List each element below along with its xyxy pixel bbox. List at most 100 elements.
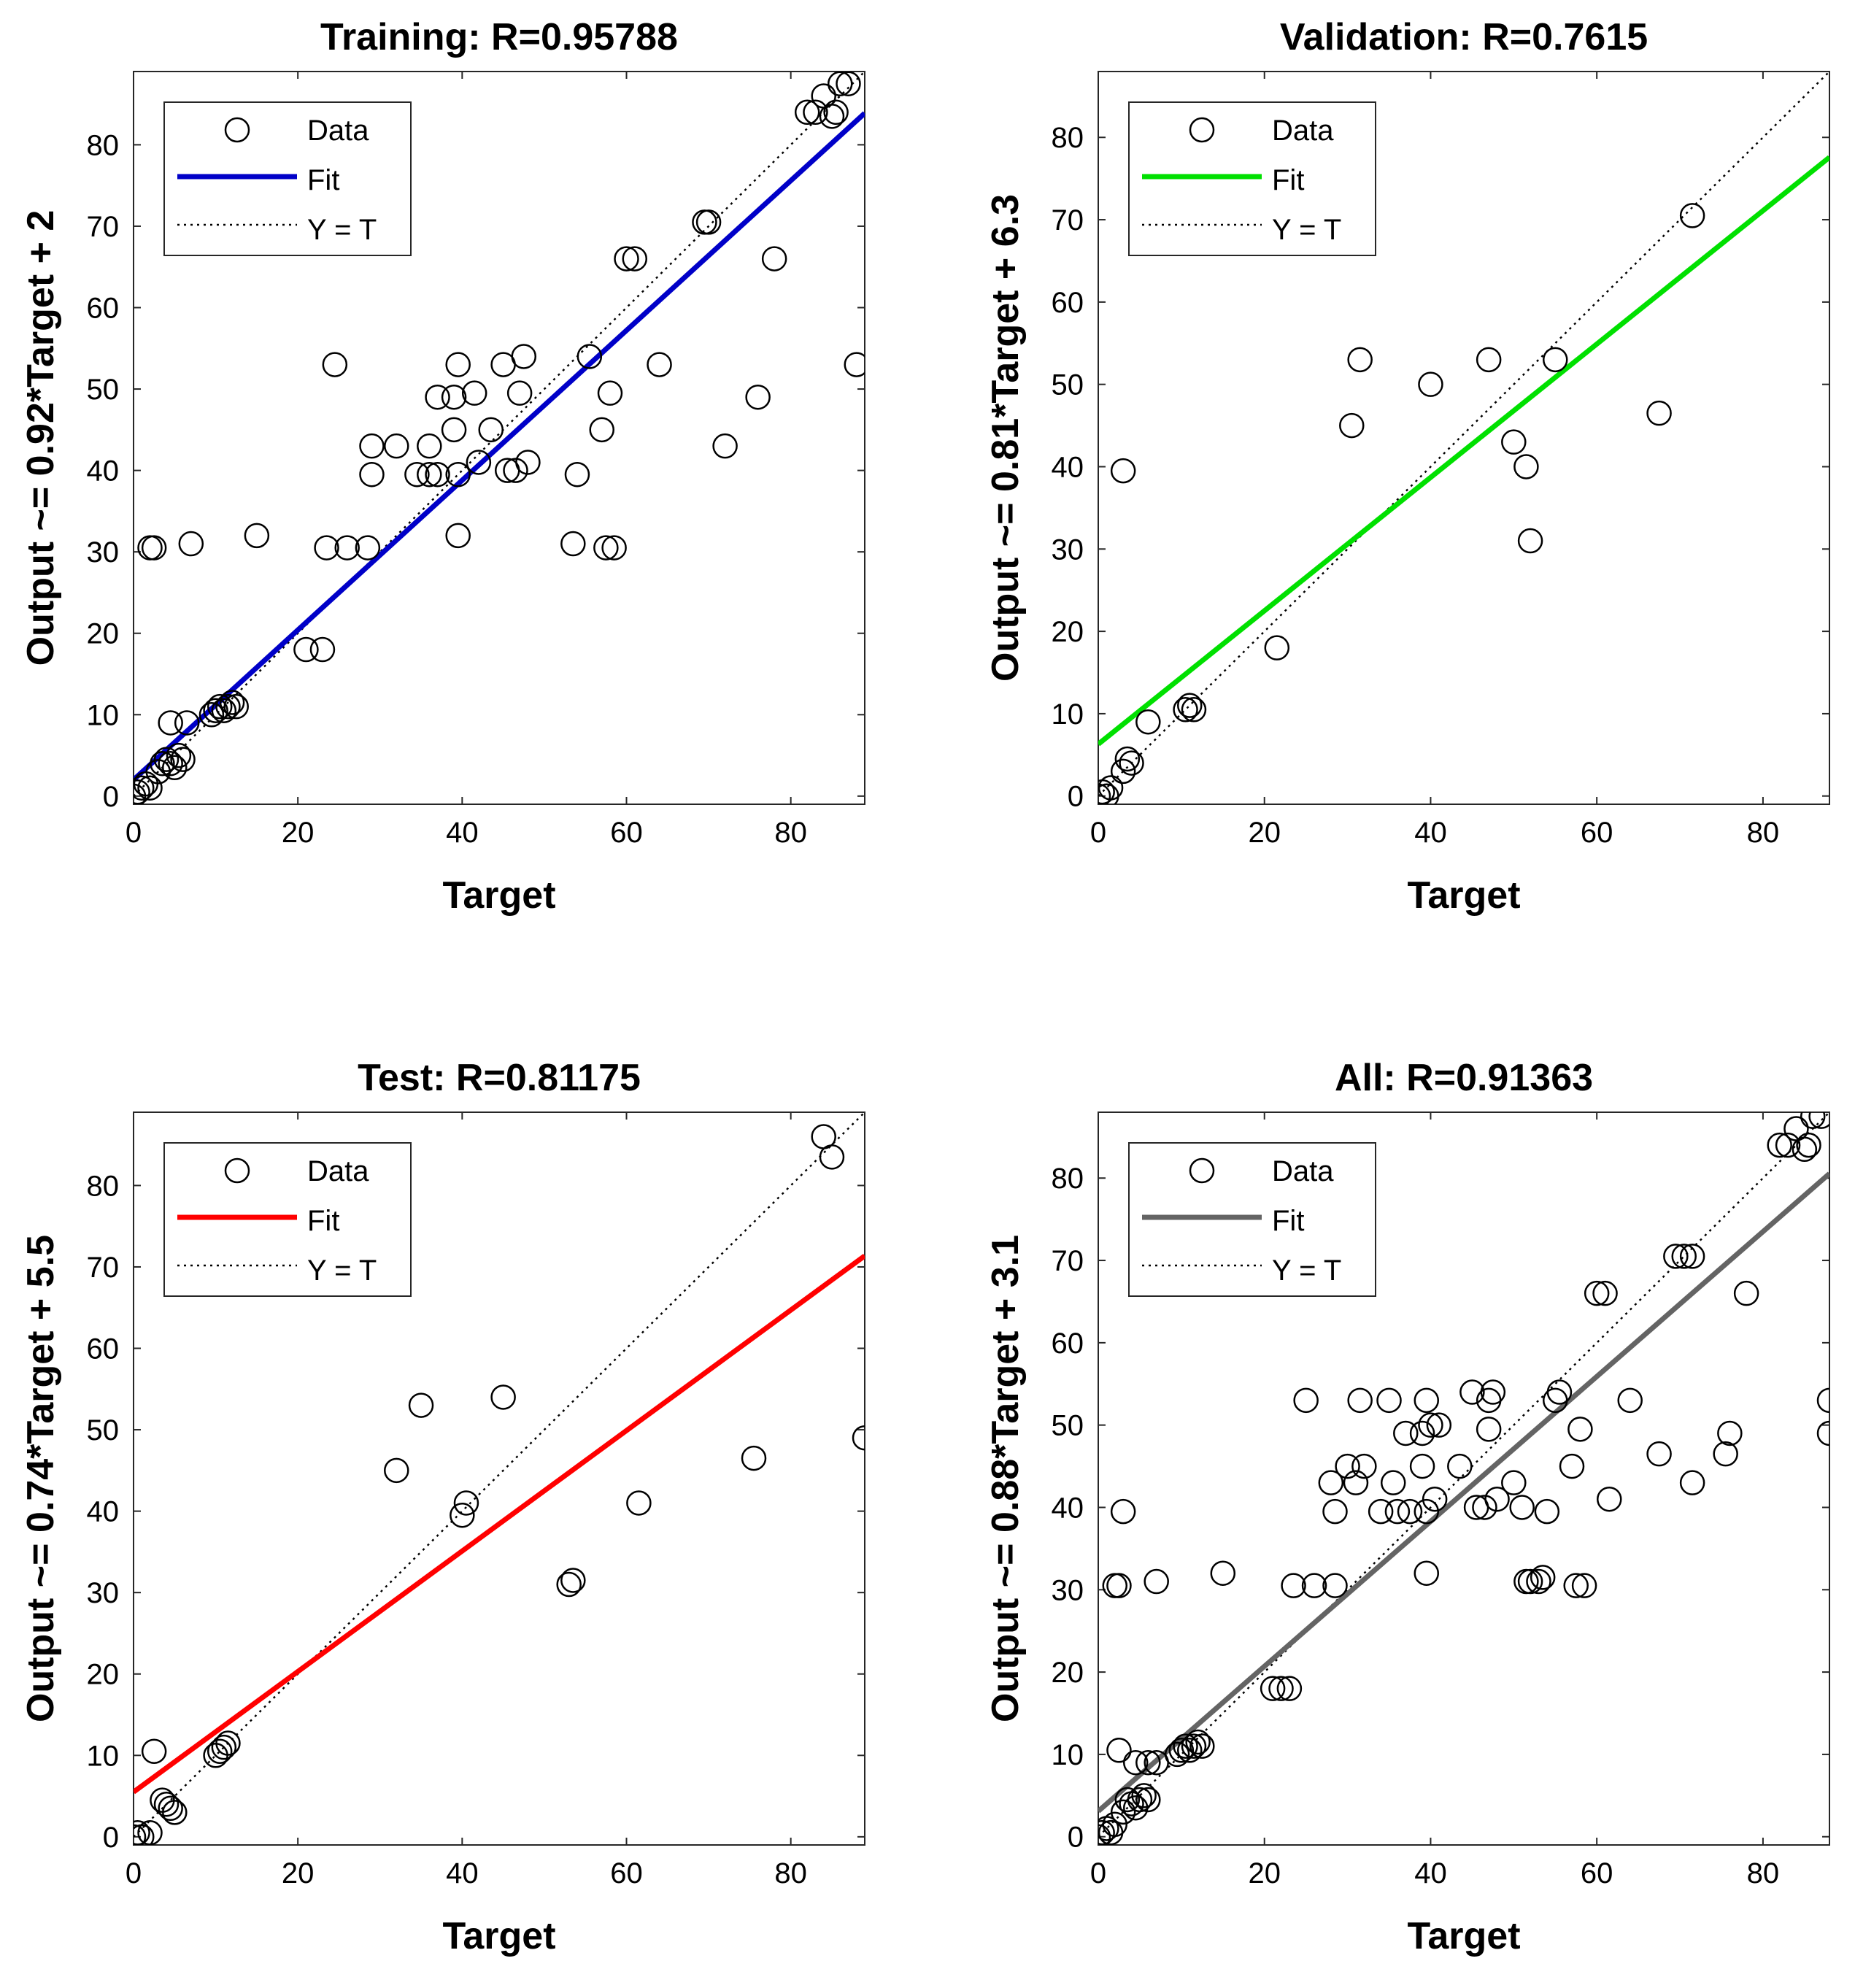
chart-1-x-tick-label: 0 <box>126 817 142 849</box>
chart-1-x-label: Target <box>442 874 555 917</box>
chart-3-legend-label: Y = T <box>307 1255 377 1287</box>
chart-1-data-point <box>823 99 849 126</box>
chart-4-data-point <box>1679 1244 1705 1269</box>
chart-1-title: Training: R=0.95788 <box>320 16 678 58</box>
chart-2-legend: Data Fit Y = T <box>1128 101 1376 256</box>
chart-3-data-point <box>453 1490 479 1516</box>
chart-2-y-tick-label: 70 <box>1052 204 1084 236</box>
chart-3-data-point <box>215 1730 241 1756</box>
chart-4-data-point <box>1368 1498 1394 1525</box>
chart-1-data-point <box>695 209 722 235</box>
chart-2-y-tick-label: 40 <box>1052 451 1084 483</box>
chart-4-data-point <box>1816 1420 1829 1446</box>
chart-4-data-point <box>1472 1495 1497 1520</box>
chart-2-legend-label: Fit <box>1272 164 1304 196</box>
chart-4-y-tick-label: 60 <box>1052 1328 1084 1360</box>
chart-1-x-tick-label: 60 <box>610 817 643 849</box>
chart-1-data-point <box>836 72 861 96</box>
chart-3-y-tick-label: 30 <box>87 1577 120 1609</box>
chart-3-y-tick-label: 50 <box>87 1414 120 1446</box>
chart-1-data-point <box>466 450 492 475</box>
chart-4-data-point <box>1135 1787 1161 1813</box>
chart-2-legend-label: Y = T <box>1272 214 1341 246</box>
chart-1-fit-line <box>134 111 865 782</box>
chart-4-data-point <box>1268 1676 1294 1701</box>
chart-2-plot-area <box>1098 72 1829 804</box>
chart-1-data-point <box>478 417 504 443</box>
chart-1-data-point <box>134 775 155 801</box>
chart-4-data-point <box>1517 1568 1543 1595</box>
chart-2-data-point <box>1646 400 1672 426</box>
chart-4-data-point <box>1177 1738 1203 1763</box>
chart-2-data-point <box>1264 635 1290 660</box>
chart-4-data-point <box>1110 1498 1136 1525</box>
chart-4-data-point <box>1484 1486 1510 1512</box>
chart-1-data-point <box>441 384 467 410</box>
chart-4-data-point <box>1189 1733 1215 1759</box>
chart-1-data-point <box>215 693 241 720</box>
chart-4-legend-label: Y = T <box>1272 1255 1341 1287</box>
chart-4-data-point <box>1414 1560 1440 1586</box>
chart-2-data-point <box>1513 454 1539 479</box>
chart-4-data-point <box>1384 1498 1411 1525</box>
chart-3-y-tick-label: 10 <box>87 1740 120 1772</box>
chart-1-data-point <box>425 384 450 410</box>
chart-2-x-label: Target <box>1407 874 1520 917</box>
chart-2-y-tick-label: 20 <box>1052 616 1084 648</box>
chart-4-data-point <box>1679 1470 1705 1495</box>
chart-4-data-point <box>1534 1498 1560 1525</box>
chart-4-data-point <box>1122 1749 1149 1776</box>
chart-1-data-point <box>445 461 471 488</box>
chart-1-data-point <box>622 246 648 271</box>
chart-1-data-point <box>647 352 672 377</box>
chart-1-data-point <box>597 380 623 406</box>
chart-1: 0 20 40 60 80 0 10 20 30 40 50 60 70 80 Data Fit Y = T Tr… <box>20 16 865 917</box>
chart-1-x-tick-label: 20 <box>282 817 315 849</box>
chart-4-data-point <box>1717 1420 1743 1446</box>
chart-1-data-point <box>827 72 853 96</box>
chart-1-data-point <box>150 750 175 777</box>
chart-2-y-label: Output ~= 0.81*Target + 6.3 <box>984 194 1027 682</box>
chart-3-y-tick-label: 70 <box>87 1252 120 1284</box>
chart-2-data-point <box>1517 528 1543 554</box>
chart-4-data-point <box>1185 1729 1211 1755</box>
chart-2-data-point <box>1110 458 1136 484</box>
chart-3-x-tick-label: 40 <box>446 1857 479 1889</box>
chart-3-legend-label: Fit <box>307 1205 339 1237</box>
chart-4-x-label: Target <box>1407 1915 1520 1957</box>
chart-3-legend: Data Fit Y = T <box>163 1142 412 1297</box>
chart-4-data-point <box>1127 1787 1153 1813</box>
chart-4-data-point <box>1098 1819 1115 1845</box>
chart-2-data-point <box>1177 693 1203 718</box>
chart-2-data-point <box>1181 697 1207 723</box>
chart-4-data-point <box>1597 1486 1622 1512</box>
chart-4-data-point <box>1135 1749 1161 1776</box>
chart-1-data-point <box>178 531 204 557</box>
chart-4-x-tick-label: 40 <box>1414 1857 1447 1889</box>
chart-3-y-tick-label: 60 <box>87 1333 120 1365</box>
chart-1-data-point <box>745 384 771 410</box>
chart-1-data-point <box>162 755 188 781</box>
chart-4-plot-area <box>1098 1112 1829 1845</box>
chart-4-identity-line <box>1098 1112 1829 1838</box>
chart-4-data-point <box>1800 1112 1826 1129</box>
chart-4-data-point <box>1617 1387 1643 1414</box>
chart-1-data-point <box>712 433 738 459</box>
chart-3-data-point <box>741 1445 767 1471</box>
chart-2-identity-line <box>1098 72 1829 797</box>
chart-3-data-point <box>560 1568 586 1593</box>
chart-4-data-point <box>1173 1733 1198 1759</box>
chart-2-y-tick-label: 50 <box>1052 369 1084 401</box>
chart-4-data-point <box>1131 1783 1157 1808</box>
chart-2-x-tick-label: 20 <box>1248 817 1281 849</box>
chart-1-data-point <box>417 433 442 459</box>
chart-1-data-point <box>614 246 639 271</box>
chart-4-y-tick-label: 30 <box>1052 1574 1084 1606</box>
chart-1-data-point <box>293 636 319 663</box>
chart-4-data-point <box>1796 1132 1821 1158</box>
chart-3-data-point <box>852 1425 865 1451</box>
chart-4-data-point <box>1335 1453 1360 1479</box>
chart-1-data-point <box>417 461 442 488</box>
chart-1-data-point <box>564 461 590 488</box>
